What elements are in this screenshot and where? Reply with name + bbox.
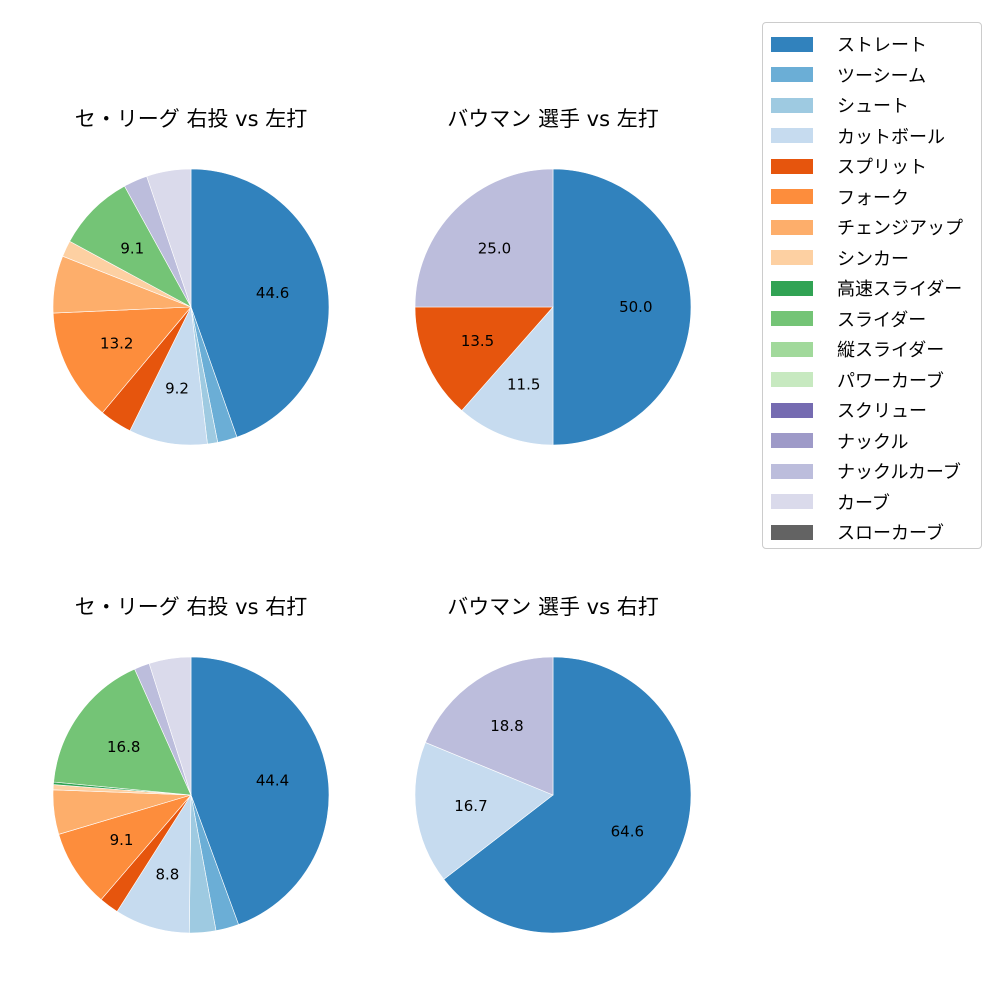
legend-swatch — [771, 97, 813, 113]
legend-item: 高速スライダー — [771, 277, 963, 300]
panel-title-1: セ・リーグ 右投 vs 左打 — [74, 107, 308, 131]
slice-label: 44.6 — [256, 284, 289, 302]
pie-slice — [52, 306, 192, 414]
legend-item: ツーシーム — [771, 64, 927, 87]
pie-3: 44.4 8.8 9.1 16.8 — [52, 656, 330, 934]
legend-label: スローカーブ — [837, 523, 944, 544]
legend-swatch — [771, 250, 813, 265]
legend-swatch — [771, 36, 813, 52]
slice-label: 9.2 — [165, 380, 189, 398]
legend-label: シュート — [837, 96, 909, 117]
legend-item: ナックル — [771, 430, 909, 453]
panel-title-4: バウマン 選手 vs 右打 — [447, 595, 659, 619]
legend-label: シンカー — [837, 248, 909, 270]
legend-swatch — [771, 372, 813, 387]
pie-1: 44.6 9.2 13.2 9.1 — [52, 168, 330, 446]
legend-label: ナックル — [837, 431, 909, 453]
legend-swatch — [771, 524, 813, 540]
slice-label: 64.6 — [611, 823, 644, 841]
slice-label: 18.8 — [490, 717, 523, 735]
legend-swatch — [771, 402, 813, 418]
legend-swatch — [771, 433, 813, 448]
legend-label: スプリット — [837, 157, 927, 178]
slice-label: 9.1 — [110, 831, 134, 849]
legend-item: シュート — [771, 94, 909, 117]
legend-item: スクリュー — [771, 399, 927, 422]
slice-label: 11.5 — [507, 375, 540, 393]
legend-item: スライダー — [771, 308, 927, 331]
pie-slice — [443, 656, 692, 934]
slice-label: 25.0 — [478, 239, 511, 257]
legend-item: パワーカーブ — [771, 369, 944, 392]
slice-label: 16.8 — [107, 738, 140, 756]
legend-item: ナックルカーブ — [771, 460, 961, 483]
legend-item: カーブ — [771, 491, 890, 514]
legend-swatch — [771, 219, 813, 235]
slice-label: 13.2 — [100, 335, 133, 353]
legend-item: スプリット — [771, 155, 927, 178]
slice-label: 44.4 — [256, 772, 289, 790]
slice-label: 50.0 — [619, 298, 652, 316]
legend-label: カットボール — [837, 126, 945, 148]
legend-swatch — [771, 494, 813, 509]
pie-slice — [58, 794, 192, 901]
pie-slice — [190, 656, 330, 925]
pie-slice — [190, 168, 330, 438]
legend-swatch — [771, 463, 813, 479]
pie-slice — [414, 306, 554, 411]
legend-swatch — [771, 128, 813, 143]
legend-item: ストレート — [771, 33, 927, 56]
slice-label: 13.5 — [461, 332, 494, 350]
legend-label: カーブ — [837, 492, 890, 514]
slice-label: 16.7 — [454, 797, 487, 815]
legend-item: シンカー — [771, 247, 909, 270]
panel-title-2: バウマン 選手 vs 左打 — [447, 107, 659, 131]
pie-slice — [425, 656, 554, 796]
legend-label: ツーシーム — [837, 65, 927, 87]
panel-title-3: セ・リーグ 右投 vs 右打 — [74, 595, 308, 619]
pie-slice — [414, 168, 554, 308]
pie-slice — [146, 168, 192, 308]
slice-label: 9.1 — [120, 240, 144, 258]
legend-item: スローカーブ — [771, 521, 944, 544]
legend-swatch — [771, 67, 813, 82]
slice-label: 8.8 — [155, 865, 179, 883]
legend-label: フォーク — [837, 187, 909, 209]
legend-swatch — [771, 341, 813, 357]
legend-item: カットボール — [771, 125, 945, 148]
legend-label: ストレート — [837, 35, 927, 56]
legend-label: 高速スライダー — [837, 279, 963, 300]
legend-label: スライダー — [837, 309, 927, 331]
pie-slice — [69, 185, 192, 308]
pie-slice — [53, 668, 192, 796]
pie-slice — [552, 168, 692, 446]
pie-2: 50.0 11.5 13.5 25.0 — [414, 168, 692, 446]
legend-item: 縦スライダー — [771, 338, 945, 361]
legend-label: スクリュー — [837, 401, 927, 422]
legend-swatch — [771, 280, 813, 296]
pie-slice — [461, 306, 554, 446]
legend-label: 縦スライダー — [837, 340, 945, 361]
pie-slice — [148, 656, 192, 796]
legend-label: ナックルカーブ — [837, 462, 961, 483]
legend-swatch — [771, 311, 813, 326]
legend-label: パワーカーブ — [837, 370, 944, 392]
legend-swatch — [771, 189, 813, 204]
pie-4: 64.6 16.7 18.8 — [414, 656, 692, 934]
legend-item: チェンジアップ — [771, 216, 963, 239]
legend-label: チェンジアップ — [837, 218, 963, 239]
legend-item: フォーク — [771, 186, 909, 209]
pie-slice — [414, 742, 554, 880]
legend-swatch — [771, 158, 813, 174]
pie-slice — [129, 305, 208, 446]
legend: ストレートツーシームシュートカットボール スプリットフォークチェンジアップ シンカー… — [762, 22, 982, 549]
